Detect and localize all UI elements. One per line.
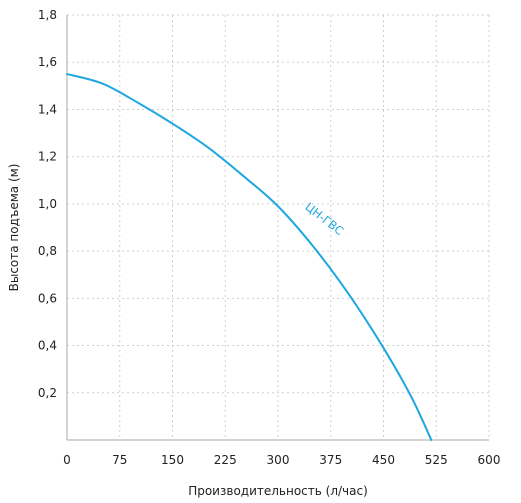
series-layer: [66, 73, 433, 441]
series-line: [66, 73, 433, 441]
x-tick-label: 600: [478, 453, 501, 467]
x-axis-title: Производительность (л/час): [188, 484, 368, 498]
y-tick-label: 1,8: [38, 8, 57, 22]
labels-layer: 0 75 150 225 300 375 450 525 600 0,2 0,4 0,6 0,8 1,0 1…: [38, 8, 501, 467]
x-tick-label: 225: [214, 453, 237, 467]
x-tick-label: 300: [267, 453, 290, 467]
axes: [66, 15, 489, 441]
x-tick-label: 75: [112, 453, 127, 467]
x-tick-label: 450: [372, 453, 395, 467]
x-tick-label: 150: [161, 453, 184, 467]
x-tick-label: 375: [319, 453, 342, 467]
y-tick-label: 0,4: [38, 339, 57, 353]
y-tick-label: 0,2: [38, 386, 57, 400]
y-axis-title: Высота подъема (м): [7, 164, 21, 292]
y-tick-label: 0,6: [38, 291, 57, 305]
y-tick-label: 1,0: [38, 197, 57, 211]
y-tick-label: 0,8: [38, 244, 57, 258]
series-label: ЦН-ГВС: [303, 200, 347, 239]
y-tick-label: 1,6: [38, 55, 57, 69]
y-tick-label: 1,4: [38, 102, 57, 116]
x-tick-label: 0: [63, 453, 71, 467]
grid: [67, 14, 490, 440]
y-tick-label: 1,2: [38, 150, 57, 164]
x-tick-label: 525: [425, 453, 448, 467]
